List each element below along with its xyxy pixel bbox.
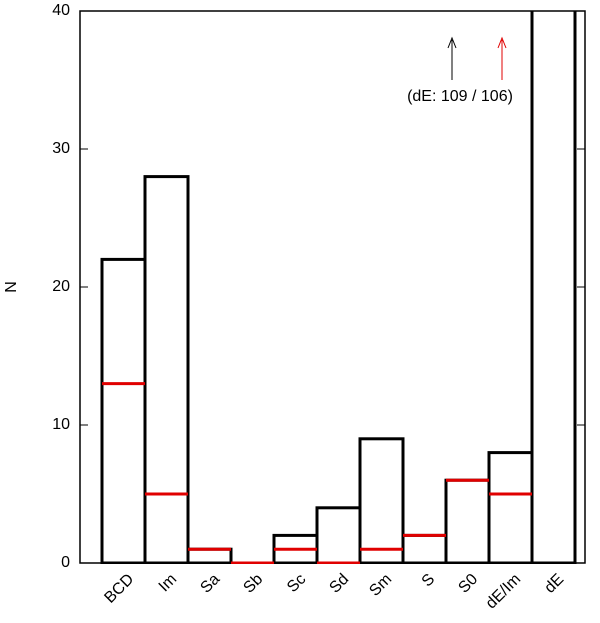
x-tick-label: Sb	[240, 571, 266, 597]
bar	[487, 451, 534, 564]
bar	[401, 533, 448, 564]
bar	[358, 437, 405, 564]
bar	[315, 506, 362, 564]
x-tick-label: BCD	[101, 571, 137, 607]
bar	[100, 257, 147, 564]
bar	[530, 11, 577, 564]
y-tick-label: 40	[52, 2, 70, 19]
bar	[444, 478, 491, 564]
arrow-head	[497, 36, 507, 49]
bar	[186, 547, 233, 564]
y-tick-label: 30	[52, 140, 70, 157]
x-tick-label: Sc	[284, 571, 309, 596]
x-tick-label: Sd	[326, 571, 352, 597]
y-tick-label: 10	[52, 416, 70, 433]
x-tick-label: S	[419, 571, 439, 591]
plot-area	[100, 11, 577, 564]
bar	[143, 175, 190, 564]
y-tick-label: 20	[52, 278, 70, 295]
x-tick-label: Im	[156, 571, 181, 596]
annotation: (dE: 109 / 106)	[407, 88, 513, 105]
x-tick-label: S0	[455, 571, 481, 597]
arrow-head	[447, 36, 457, 49]
x-tick-label: dE	[541, 571, 567, 597]
x-tick-label: dE/Im	[483, 571, 525, 613]
y-tick-label: 0	[61, 554, 70, 571]
y-axis-label: N	[3, 281, 20, 293]
x-tick-label: Sa	[197, 571, 223, 597]
x-tick-label: Sm	[366, 571, 395, 600]
